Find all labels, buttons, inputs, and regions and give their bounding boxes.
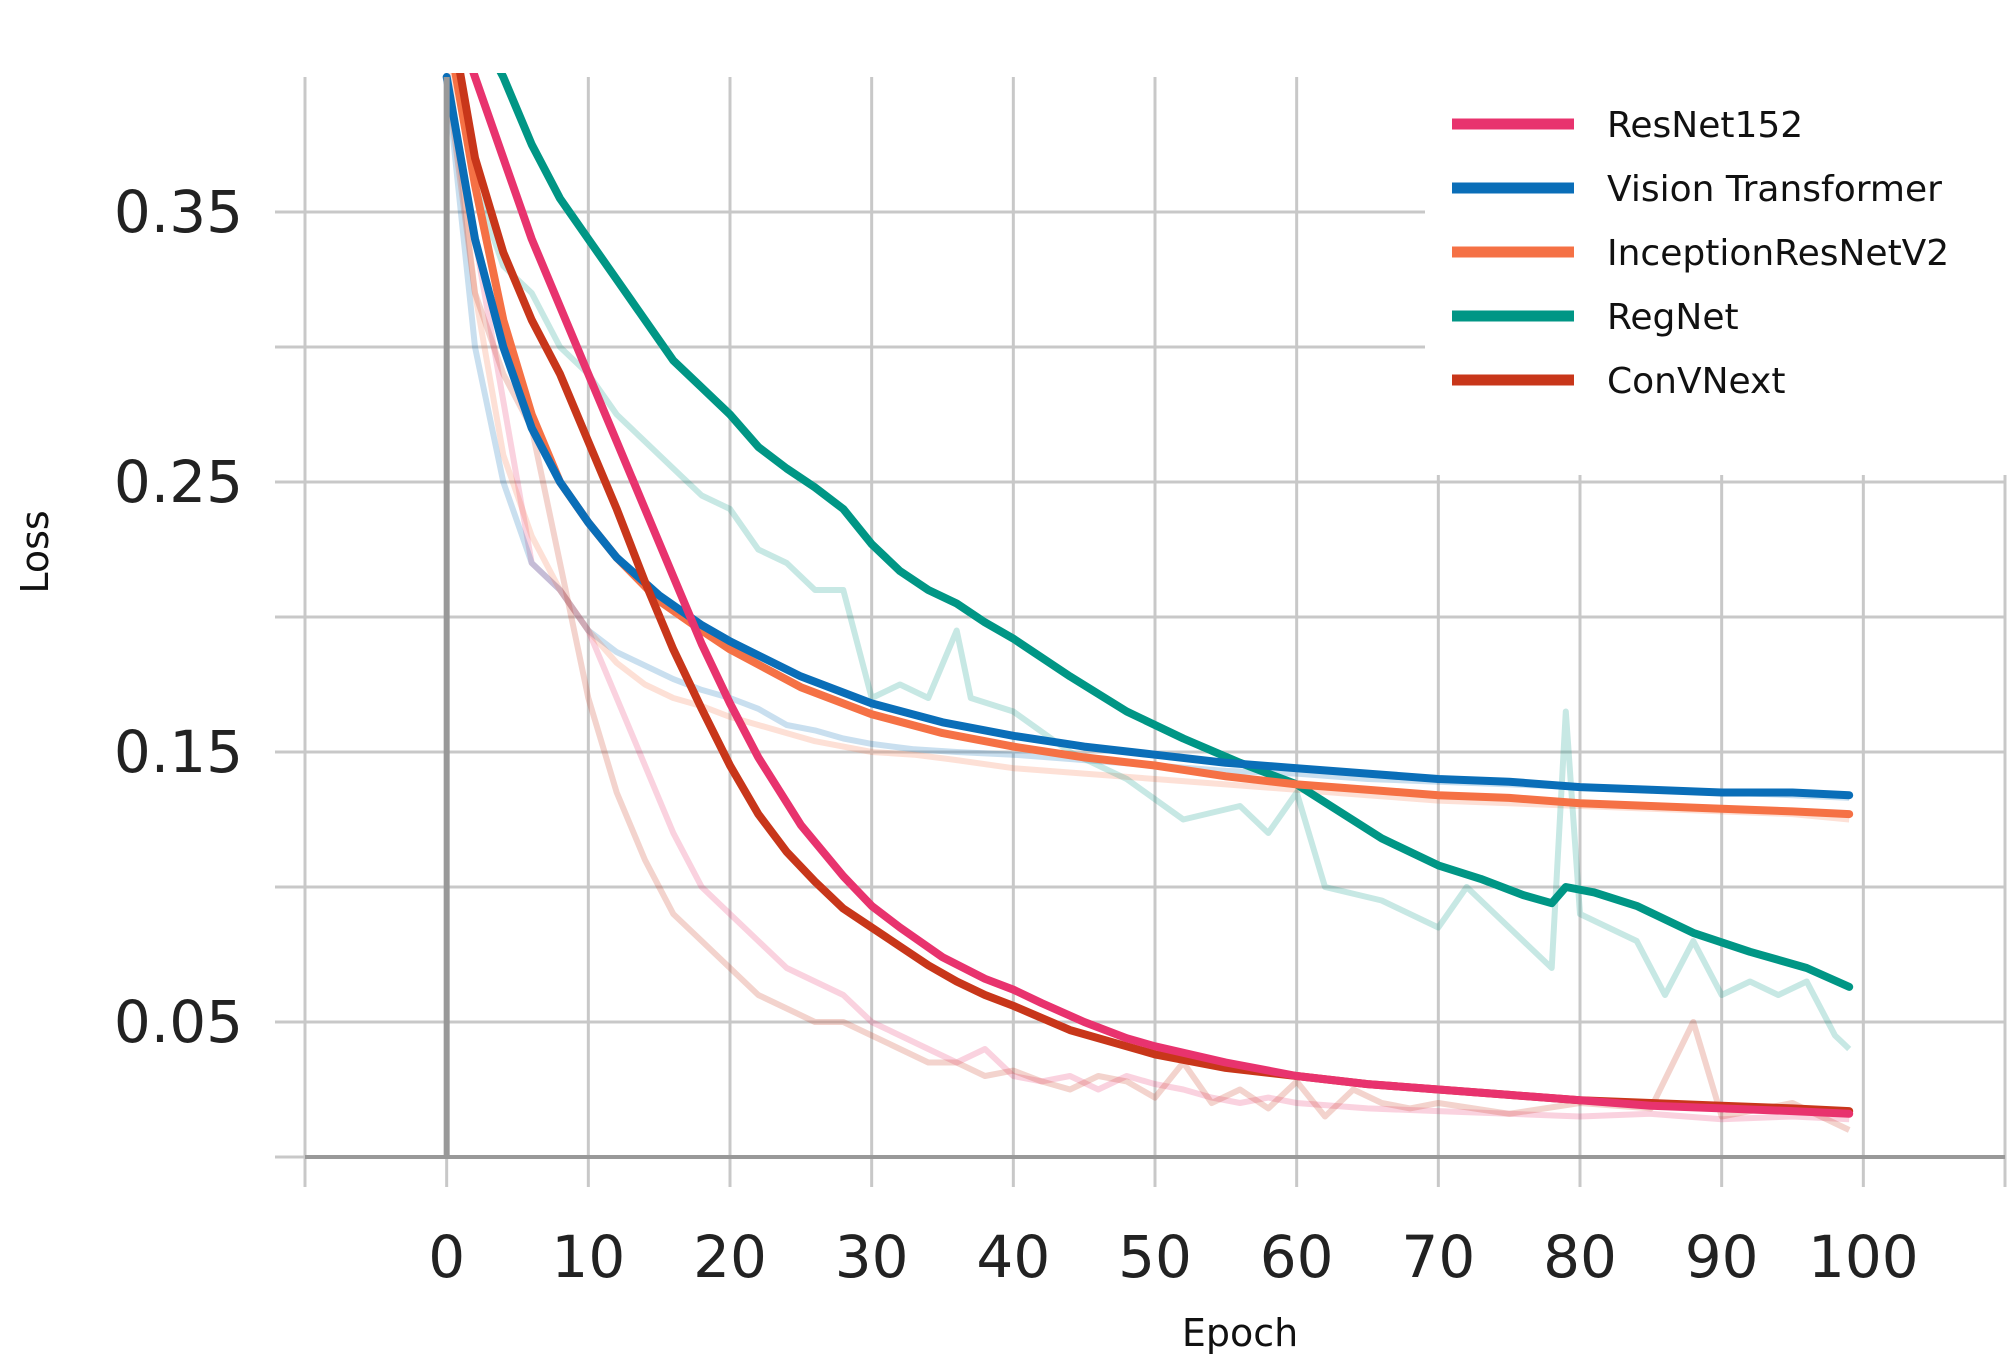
legend-label-convnext: ConVNext (1607, 361, 1785, 402)
x-tick-label: 50 (1118, 1223, 1192, 1291)
series-line-resnet152 (469, 73, 1854, 1118)
raw-line-resnet152 (443, 76, 1850, 1123)
x-tick-label: 100 (1808, 1223, 1919, 1291)
x-tick-label: 30 (835, 1223, 909, 1291)
axes (305, 77, 2005, 1159)
y-axis-title: Loss (13, 510, 57, 593)
smoothed-series-group (442, 73, 1854, 1118)
series-line-regnet (496, 73, 1854, 991)
raw-line-inceptionresnetv2 (446, 73, 1850, 823)
x-tick-label: 80 (1543, 1223, 1617, 1291)
x-tick-label: 0 (428, 1223, 465, 1291)
x-tick-label: 60 (1260, 1223, 1334, 1291)
raw-line-convnext (443, 76, 1851, 1133)
y-tick-label: 0.35 (114, 178, 243, 246)
y-tick-label: 0.05 (114, 988, 243, 1056)
series-line-vision-transformer (442, 73, 1854, 800)
legend-label-vision-transformer: Vision Transformer (1607, 169, 1942, 210)
legend: ResNet152 Vision Transformer InceptionResN… (1452, 105, 1949, 402)
y-tick-label: 0.15 (114, 718, 243, 786)
legend-label-regnet: RegNet (1607, 297, 1739, 338)
x-tick-label: 90 (1685, 1223, 1759, 1291)
x-tick-label: 10 (551, 1223, 625, 1291)
legend-label-resnet152: ResNet152 (1607, 105, 1803, 146)
raw-line-regnet (452, 73, 1852, 1052)
x-axis-title: Epoch (1182, 1311, 1298, 1355)
x-tick-label: 70 (1401, 1223, 1475, 1291)
tick-labels: 0 10 20 30 40 50 60 70 80 90 100 0.05 0.15 0.25 0.35 (114, 178, 1919, 1291)
x-tick-label: 40 (976, 1223, 1050, 1291)
y-tick-label: 0.25 (114, 448, 243, 516)
x-tick-label: 20 (693, 1223, 767, 1291)
legend-label-inceptionresnetv2: InceptionResNetV2 (1607, 233, 1949, 274)
